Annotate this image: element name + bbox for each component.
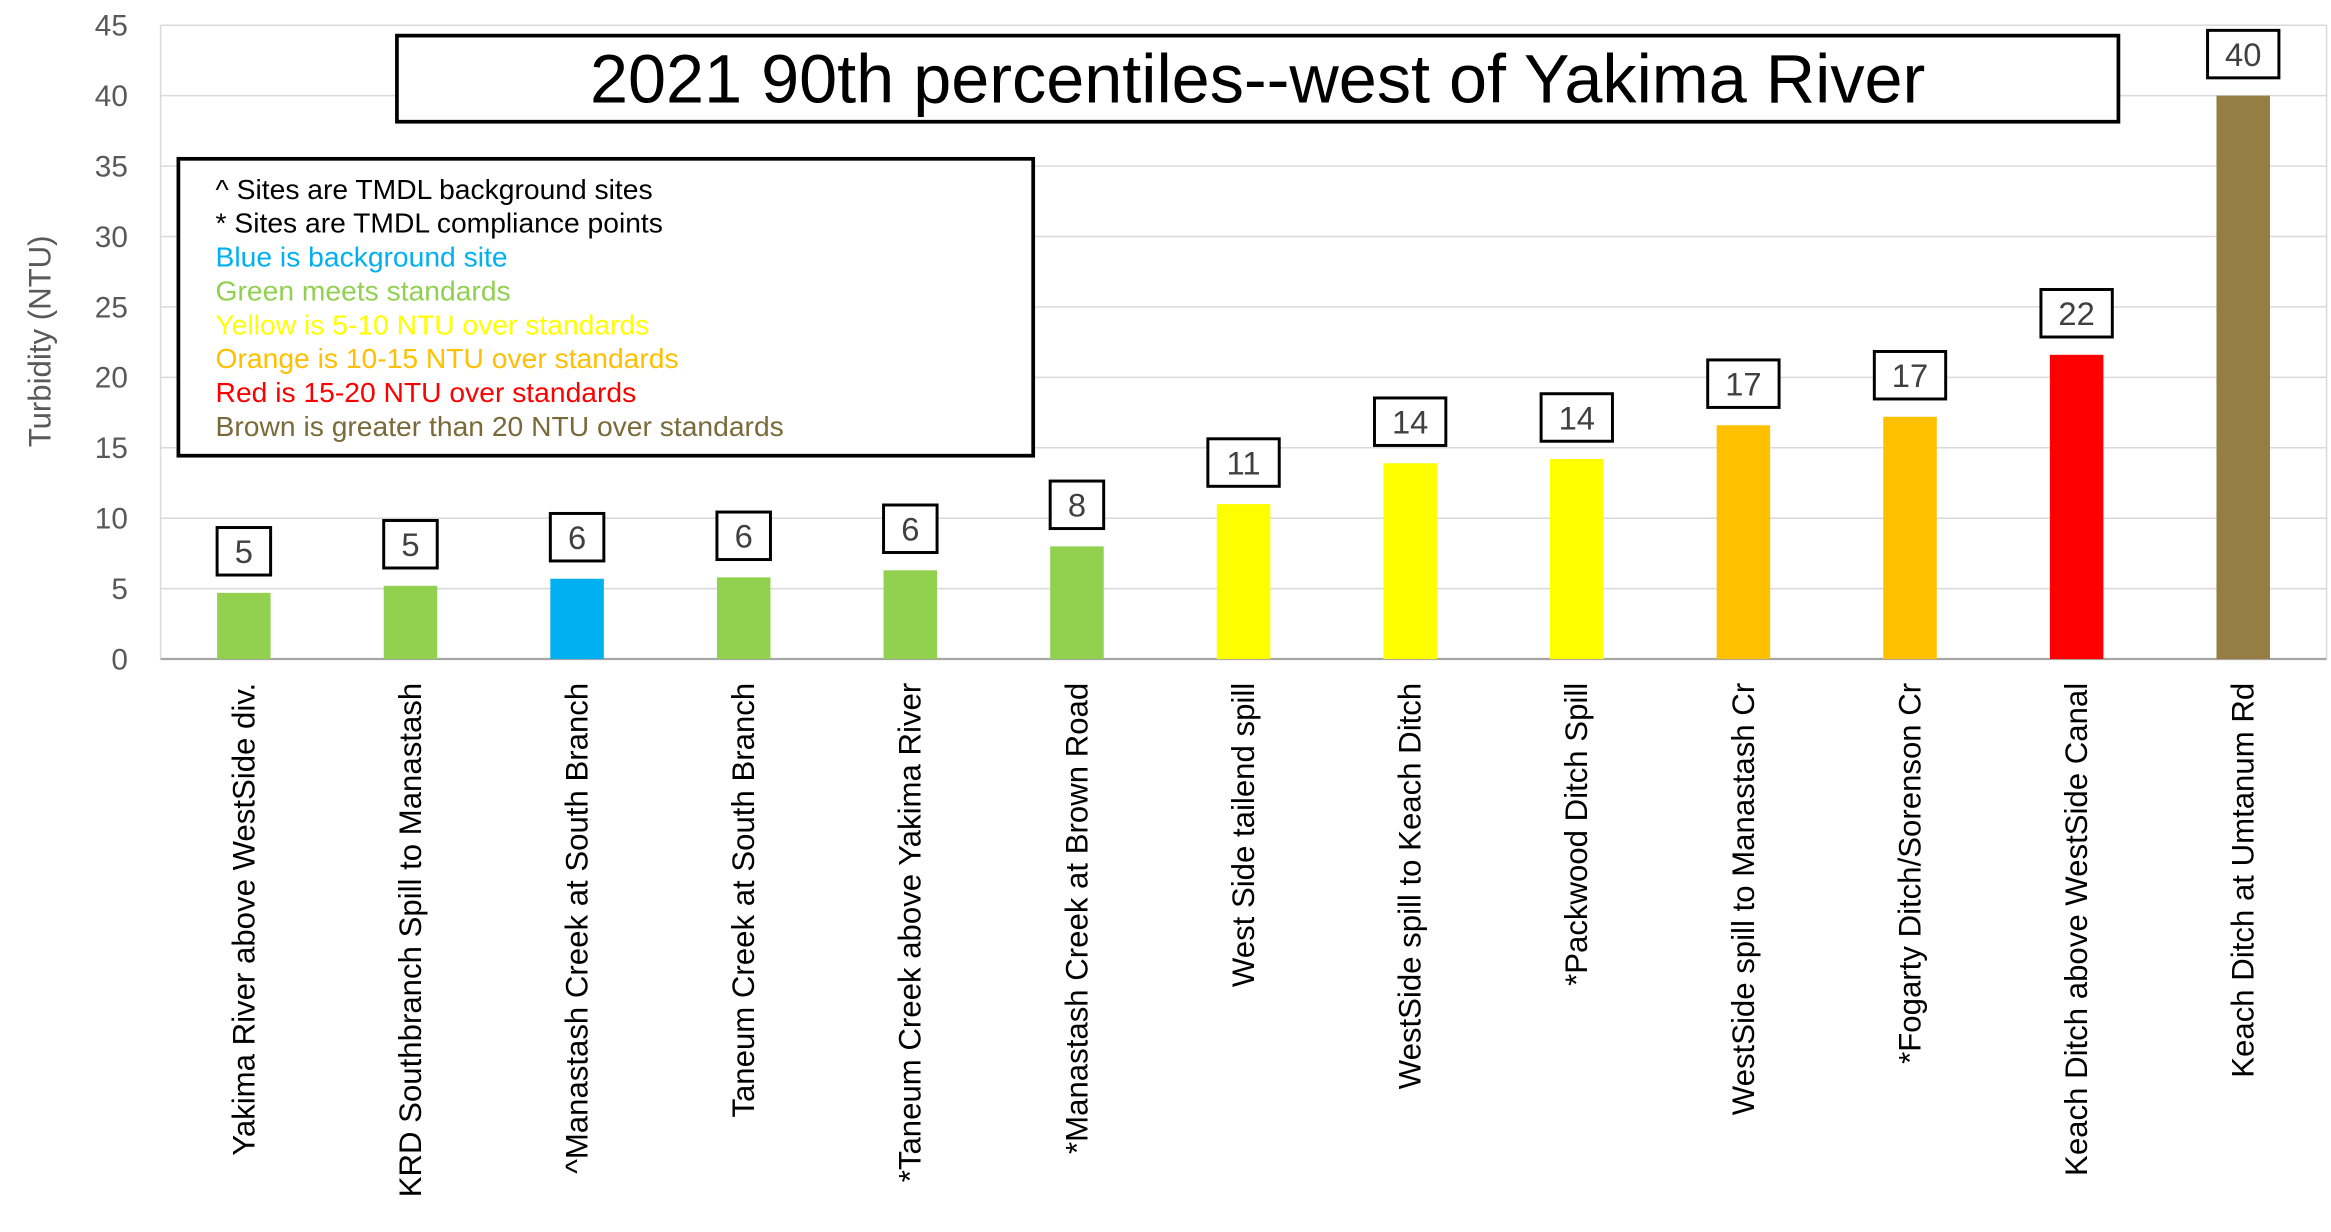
bar: [1050, 546, 1104, 660]
y-tick-label: 0: [111, 643, 128, 676]
bar: [716, 577, 771, 660]
legend-note: Green meets standards: [216, 274, 511, 306]
value-label-box: [1539, 392, 1614, 443]
bar: [1216, 504, 1271, 660]
x-tick-label: WestSide spill to Manastash Cr: [1726, 683, 1761, 1115]
bar: [550, 578, 604, 660]
x-tick-label: Keach Ditch at Umtanum Rd: [2226, 683, 2261, 1078]
chart-title: 2021 90th percentiles--west of Yakima Ri…: [590, 41, 1925, 117]
y-tick-label: 20: [95, 362, 128, 395]
value-label-box: [1048, 479, 1106, 531]
bar: [2049, 354, 2104, 660]
bar: [1883, 416, 1937, 660]
x-tick-label: Keach Ditch above WestSide Canal: [2059, 683, 2094, 1176]
value-label: 14: [1559, 399, 1595, 436]
value-label: 14: [1392, 404, 1428, 441]
value-label-box: [548, 511, 606, 563]
y-tick-label: 25: [95, 291, 128, 324]
value-label: 8: [1068, 487, 1086, 524]
y-tick-label: 10: [95, 503, 128, 536]
legend-note: Yellow is 5-10 NTU over standards: [216, 308, 650, 340]
value-label-box: [215, 526, 273, 577]
value-label: 6: [568, 519, 586, 556]
y-tick-label: 15: [95, 432, 128, 465]
y-tick-label: 35: [95, 150, 128, 183]
value-label-box: [1206, 437, 1281, 488]
bar: [883, 570, 938, 660]
value-label-box: [2039, 288, 2114, 339]
legend-note: * Sites are TMDL compliance points: [216, 207, 663, 239]
legend-note: Brown is greater than 20 NTU over standa…: [216, 410, 784, 442]
value-label: 5: [401, 526, 419, 563]
y-tick-label: 5: [111, 573, 128, 606]
y-axis-label: Turbidity (NTU): [23, 235, 58, 447]
value-label: 17: [1892, 357, 1928, 394]
x-tick-label: Taneum Creek at South Branch: [726, 683, 761, 1118]
x-tick-label: *Packwood Ditch Spill: [1559, 683, 1594, 986]
legend-box: [176, 156, 1036, 458]
y-tick-label: 45: [95, 10, 128, 43]
value-label: 6: [901, 511, 919, 548]
legend-note: Red is 15-20 NTU over standards: [216, 376, 637, 408]
bar: [1550, 459, 1604, 660]
x-tick-label: *Taneum Creek above Yakima River: [893, 683, 928, 1182]
y-tick-label: 30: [95, 221, 128, 254]
value-label-box: [1872, 349, 1948, 401]
value-label-box: [882, 503, 939, 554]
value-label: 11: [1227, 444, 1261, 481]
bar: [1716, 425, 1771, 660]
value-label: 22: [2058, 295, 2094, 332]
legend-note: Blue is background site: [216, 241, 508, 273]
bar: [1383, 463, 1437, 660]
x-tick-label: ^Manastash Creek at South Branch: [559, 683, 594, 1174]
x-tick-label: West Side tailend spill: [1226, 683, 1261, 987]
x-tick-label: Yakima River above WestSide div.: [226, 683, 261, 1156]
value-label-box: [2206, 28, 2281, 80]
bar: [2216, 95, 2270, 660]
x-tick-label: KRD Southbranch Spill to Manastash: [393, 683, 428, 1197]
bar: [217, 592, 271, 660]
x-tick-label: *Fogarty Ditch/Sorenson Cr: [1892, 683, 1927, 1064]
value-label: 17: [1725, 366, 1761, 403]
value-label-box: [1372, 396, 1448, 447]
value-label: 40: [2225, 36, 2261, 73]
x-tick-label: *Manastash Creek at Brown Road: [1059, 683, 1094, 1154]
legend-note: ^ Sites are TMDL background sites: [216, 173, 653, 205]
title-box: [395, 33, 2121, 124]
bar: [383, 585, 438, 660]
y-tick-label: 40: [95, 80, 128, 113]
value-label-box: [1706, 358, 1781, 409]
x-tick-label: WestSide spill to Keach Ditch: [1393, 683, 1428, 1089]
value-label: 5: [235, 533, 253, 570]
value-label-box: [382, 519, 439, 570]
value-label-box: [715, 510, 772, 562]
value-label: 6: [735, 518, 753, 555]
legend-note: Orange is 10-15 NTU over standards: [216, 342, 679, 374]
